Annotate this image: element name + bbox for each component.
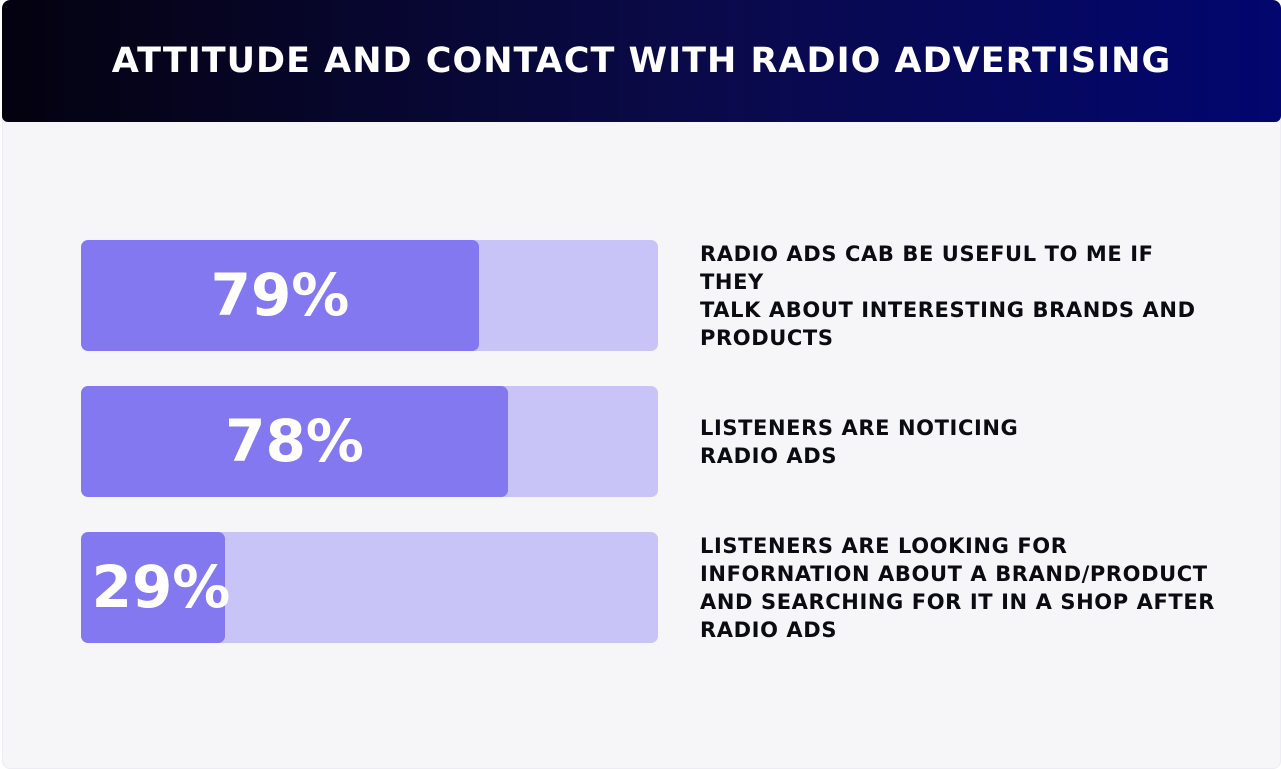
bar-description-2: LISTENERS ARE NOTICING RADIO ADS [700, 415, 1019, 468]
bar-description-1: RADIO ADS CAB BE USEFUL TO ME IF THEY TA… [700, 241, 1196, 350]
bar-percent-label-2: 78% [225, 407, 364, 475]
bar-percent-label-1: 79% [210, 261, 350, 329]
bar-fill-3 [81, 532, 225, 643]
bar-row-1: 79% RADIO ADS CAB BE USEFUL TO ME IF THE… [81, 240, 1261, 351]
chart-title: ATTITUDE AND CONTACT WITH RADIO ADVERTIS… [111, 41, 1172, 81]
bar-track-2: 78% [81, 386, 658, 497]
bar-fill-1 [81, 240, 479, 351]
bar-row-3: 29% LISTENERS ARE LOOKING FOR INFORNATIO… [81, 532, 1261, 643]
bar-fill-2 [81, 386, 508, 497]
header-banner: ATTITUDE AND CONTACT WITH RADIO ADVERTIS… [2, 0, 1281, 122]
bar-description-3: LISTENERS ARE LOOKING FOR INFORNATION AB… [700, 533, 1216, 642]
bar-percent-label-3: 29% [91, 553, 231, 621]
bar-row-2: 78% LISTENERS ARE NOTICING RADIO ADS [81, 386, 1261, 497]
bar-track-1: 79% [81, 240, 658, 351]
bar-track-3: 29% [81, 532, 658, 643]
